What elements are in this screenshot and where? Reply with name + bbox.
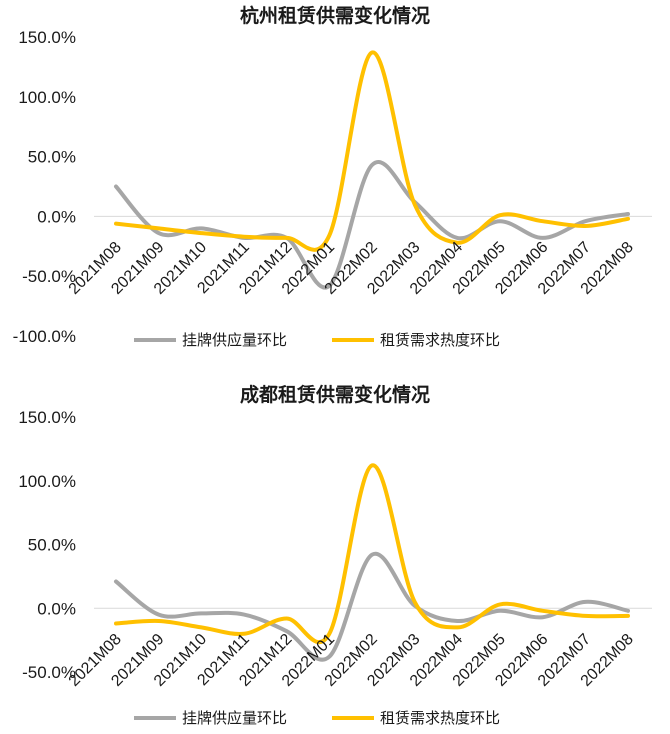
y-tick-label: -100.0% — [13, 327, 76, 346]
legend-label: 租赁需求热度环比 — [380, 709, 500, 727]
legend: 挂牌供应量环比 租赁需求热度环比 — [134, 331, 500, 349]
series-line-2 — [114, 463, 630, 644]
chart-1: 杭州租赁供需变化情况 150.0% 100.0% 50.0% 0.0% -50.0% -10… — [13, 4, 652, 349]
legend: 挂牌供应量环比 租赁需求热度环比 — [134, 709, 500, 727]
series-line-1 — [114, 160, 630, 290]
y-tick-label: 0.0% — [37, 599, 76, 618]
chart-title: 成都租赁供需变化情况 — [240, 383, 430, 406]
chart-title: 杭州租赁供需变化情况 — [240, 4, 430, 27]
series-line-2 — [114, 50, 630, 252]
y-tick-label: 0.0% — [37, 207, 76, 226]
y-tick-label: 100.0% — [18, 88, 76, 107]
y-tick-label: 100.0% — [18, 472, 76, 491]
series-line-1 — [114, 551, 630, 662]
y-tick-label: 50.0% — [28, 148, 76, 167]
legend-label: 挂牌供应量环比 — [182, 709, 287, 727]
y-tick-label: 150.0% — [18, 408, 76, 427]
y-tick-label: -50.0% — [22, 267, 76, 286]
chart-2: 成都租赁供需变化情况150.0%100.0%50.0%0.0%-50.0%202… — [18, 383, 652, 727]
y-tick-label: 150.0% — [18, 28, 76, 47]
legend-label: 租赁需求热度环比 — [380, 331, 500, 349]
legend-label: 挂牌供应量环比 — [182, 331, 287, 349]
y-tick-label: 50.0% — [28, 536, 76, 555]
y-tick-label: -50.0% — [22, 663, 76, 682]
